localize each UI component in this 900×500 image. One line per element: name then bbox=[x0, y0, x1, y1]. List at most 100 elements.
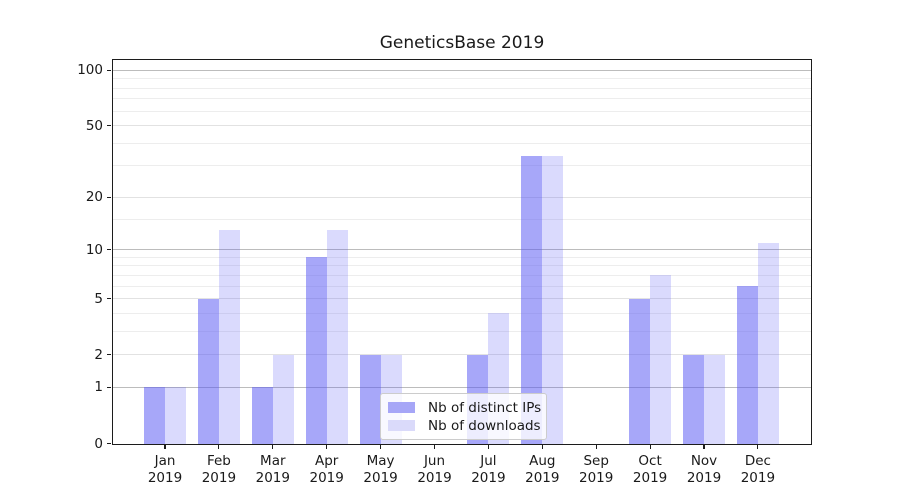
minor-gridline bbox=[113, 330, 811, 332]
year-label: 2019 bbox=[309, 470, 344, 486]
bar-downloads bbox=[542, 156, 564, 444]
y-tick-label: 5 bbox=[94, 290, 103, 307]
x-tick-label: Aug 2019 bbox=[512, 453, 572, 487]
month-name: Oct bbox=[638, 453, 662, 469]
bar-downloads bbox=[326, 230, 348, 444]
y-tick-label: 2 bbox=[94, 346, 103, 363]
x-tick-mark bbox=[272, 445, 274, 449]
y-tick-mark bbox=[106, 248, 111, 251]
major-gridline bbox=[113, 196, 811, 198]
y-tick-label: 100 bbox=[77, 62, 103, 79]
month-name: Aug bbox=[529, 453, 556, 469]
legend-swatch-downloads-icon bbox=[388, 420, 415, 431]
y-tick-mark bbox=[106, 69, 111, 71]
x-tick-label: Oct 2019 bbox=[620, 453, 680, 487]
year-label: 2019 bbox=[686, 470, 722, 486]
bar-distinct-ips bbox=[251, 387, 273, 444]
year-label: 2019 bbox=[147, 470, 183, 486]
bar-distinct-ips bbox=[144, 387, 165, 444]
y-tick-mark bbox=[106, 124, 111, 127]
x-tick-label: Jan 2019 bbox=[135, 453, 195, 487]
major-gridline bbox=[113, 354, 811, 356]
bar-distinct-ips bbox=[736, 286, 758, 444]
legend-label-downloads: Nb of downloads bbox=[428, 417, 541, 434]
x-tick-mark bbox=[649, 445, 651, 449]
y-tick-label: 20 bbox=[85, 189, 103, 206]
year-label: 2019 bbox=[471, 470, 506, 486]
y-tick-label: 50 bbox=[85, 117, 103, 134]
minor-gridline bbox=[113, 312, 811, 314]
bar-distinct-ips bbox=[359, 354, 381, 444]
x-tick-label: Feb 2019 bbox=[189, 453, 249, 487]
x-tick-mark bbox=[218, 445, 220, 449]
minor-gridline bbox=[113, 78, 811, 80]
month-name: Jul bbox=[480, 453, 497, 469]
y-tick-label: 0 bbox=[94, 435, 103, 452]
bar-distinct-ips bbox=[197, 298, 219, 444]
month-name: Sep bbox=[583, 453, 609, 469]
year-label: 2019 bbox=[525, 470, 560, 486]
bar-downloads bbox=[704, 354, 725, 444]
y-tick-mark bbox=[106, 298, 111, 300]
month-name: May bbox=[366, 453, 395, 469]
minor-gridline bbox=[113, 265, 811, 267]
y-tick-label: 1 bbox=[94, 379, 103, 396]
x-tick-label: Mar 2019 bbox=[243, 453, 303, 487]
year-label: 2019 bbox=[579, 470, 614, 486]
x-tick-label: May 2019 bbox=[351, 453, 411, 487]
year-label: 2019 bbox=[417, 470, 452, 486]
y-tick-mark bbox=[106, 196, 111, 198]
month-name: Dec bbox=[744, 453, 771, 469]
month-name: Apr bbox=[315, 453, 339, 469]
x-tick-label: Jun 2019 bbox=[405, 453, 465, 487]
x-tick-label: Nov 2019 bbox=[674, 453, 734, 487]
x-tick-mark bbox=[487, 445, 489, 449]
year-label: 2019 bbox=[740, 470, 776, 486]
minor-gridline bbox=[113, 256, 811, 258]
x-tick-mark bbox=[757, 445, 759, 449]
legend: Nb of distinct IPs Nb of downloads bbox=[380, 393, 547, 440]
year-label: 2019 bbox=[363, 470, 398, 486]
minor-gridline bbox=[113, 110, 811, 112]
decade-gridline bbox=[113, 248, 811, 251]
legend-item-downloads: Nb of downloads bbox=[381, 417, 546, 434]
bar-distinct-ips bbox=[683, 354, 704, 444]
x-tick-mark bbox=[164, 445, 166, 449]
month-name: Nov bbox=[690, 453, 718, 469]
minor-gridline bbox=[113, 165, 811, 167]
month-name: Feb bbox=[206, 453, 231, 469]
y-tick-label: 10 bbox=[85, 241, 103, 258]
decade-gridline bbox=[113, 69, 811, 71]
minor-gridline bbox=[113, 218, 811, 220]
year-label: 2019 bbox=[255, 470, 290, 486]
major-gridline bbox=[113, 298, 811, 300]
x-tick-mark bbox=[703, 445, 705, 449]
legend-swatch-distinct-ips-icon bbox=[388, 402, 415, 413]
bar-distinct-ips bbox=[305, 257, 327, 444]
legend-item-distinct-ips: Nb of distinct IPs bbox=[381, 399, 546, 416]
month-name: Jun bbox=[423, 453, 446, 469]
y-tick-mark bbox=[106, 386, 111, 389]
legend-label-distinct-ips: Nb of distinct IPs bbox=[428, 399, 542, 416]
x-tick-mark bbox=[433, 445, 436, 449]
x-tick-mark bbox=[380, 445, 382, 449]
bar-downloads bbox=[165, 387, 186, 444]
bar-downloads bbox=[218, 230, 240, 444]
x-tick-mark bbox=[326, 445, 328, 449]
x-tick-label: Sep 2019 bbox=[566, 453, 626, 487]
x-tick-label: Jul 2019 bbox=[458, 453, 518, 487]
bar-distinct-ips bbox=[521, 156, 543, 444]
y-tick-mark bbox=[106, 442, 111, 445]
bar-distinct-ips bbox=[629, 298, 651, 444]
x-tick-mark bbox=[541, 445, 543, 449]
decade-gridline bbox=[113, 386, 811, 389]
minor-gridline bbox=[113, 142, 811, 144]
major-gridline bbox=[113, 125, 811, 127]
minor-gridline bbox=[113, 98, 811, 100]
chart-title: GeneticsBase 2019 bbox=[379, 33, 545, 53]
year-label: 2019 bbox=[201, 470, 237, 486]
bar-downloads bbox=[272, 354, 294, 444]
bar-downloads bbox=[650, 275, 672, 444]
minor-gridline bbox=[113, 87, 811, 89]
